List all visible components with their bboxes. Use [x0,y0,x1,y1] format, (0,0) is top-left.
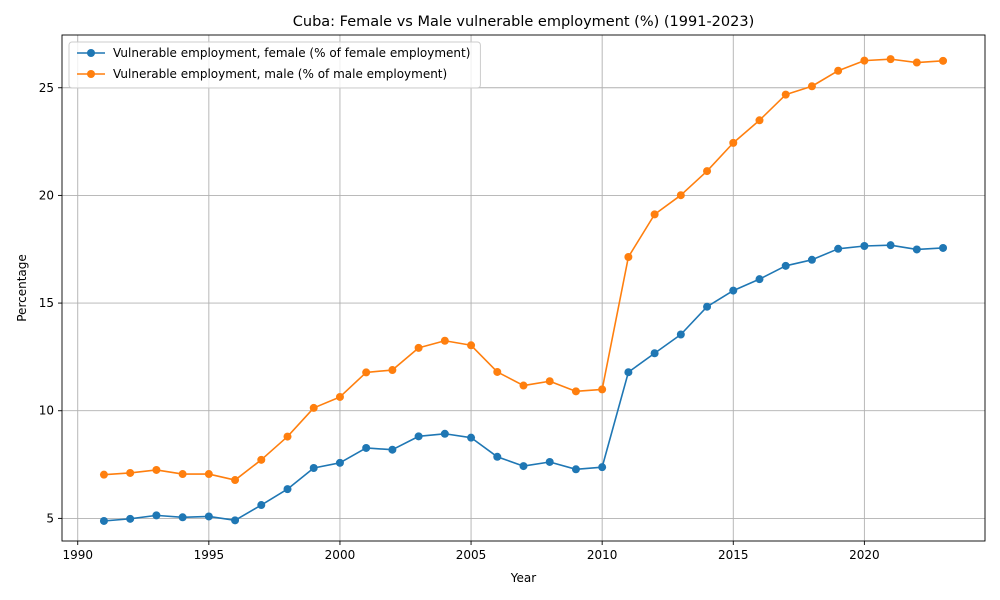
data-point [519,462,528,471]
data-point [860,56,869,65]
data-point [650,349,659,358]
data-point [703,302,712,311]
data-point [362,443,371,452]
x-tick-label: 1990 [62,548,93,562]
x-tick-label: 1995 [194,548,225,562]
data-point [860,242,869,251]
data-point [178,470,187,479]
series-2 [99,55,948,485]
data-point [309,464,318,473]
data-point [152,511,161,520]
data-point [598,385,607,394]
data-point [283,485,292,494]
data-point [676,330,685,339]
data-point [257,455,266,464]
data-point [519,381,528,390]
legend-box [68,41,481,89]
legend-swatch-marker [87,70,95,78]
data-point [414,432,423,441]
x-tick-label: 2015 [718,548,749,562]
chart-title: Cuba: Female vs Male vulnerable employme… [293,14,754,30]
data-point [939,56,948,65]
data-point [467,341,476,350]
data-point [335,392,344,401]
data-point [152,465,161,474]
series-1 [99,241,948,525]
data-point [335,458,344,467]
y-tick-label: 15 [39,296,54,310]
data-point [414,343,423,352]
data-point [886,241,895,250]
data-point [99,470,108,479]
data-point [807,82,816,91]
x-axis-label: Year [510,571,536,585]
data-point [624,252,633,261]
legend-item-2: Vulnerable employment, male (% of male e… [77,67,447,81]
data-point [571,465,580,474]
y-axis-ticks: 5 10 15 20 25 [39,81,62,525]
series-layer [99,55,948,525]
data-point [598,463,607,472]
legend: Vulnerable employment, female (% of fema… [68,41,481,89]
data-point [467,433,476,442]
legend-label: Vulnerable employment, male (% of male e… [113,67,447,81]
data-point [807,255,816,264]
data-point [204,512,213,521]
data-point [388,366,397,375]
data-point [126,468,135,477]
y-tick-label: 5 [46,511,54,525]
data-point [834,66,843,75]
data-point [99,516,108,525]
data-point [257,501,266,510]
y-axis-label: Percentage [15,254,29,322]
data-point [729,138,738,147]
series-line [103,58,944,481]
data-point [388,445,397,454]
x-tick-label: 2020 [849,548,880,562]
data-point [571,387,580,396]
data-point [781,261,790,270]
data-point [755,275,764,284]
data-point [362,368,371,377]
x-tick-label: 2000 [325,548,356,562]
data-point [309,403,318,412]
y-tick-label: 10 [39,404,54,418]
data-point [886,55,895,64]
data-point [545,377,554,386]
data-point [440,336,449,345]
legend-swatch-marker [87,49,95,57]
data-point [204,470,213,479]
data-point [755,116,764,125]
legend-label: Vulnerable employment, female (% of fema… [113,46,470,60]
data-point [178,513,187,522]
data-point [912,58,921,67]
data-point [834,244,843,253]
data-point [939,243,948,252]
legend-item-1: Vulnerable employment, female (% of fema… [77,46,470,60]
y-tick-label: 20 [39,188,54,202]
x-tick-label: 2010 [587,548,618,562]
x-tick-label: 2005 [456,548,487,562]
data-point [912,245,921,254]
data-point [231,476,240,485]
data-point [703,167,712,176]
data-point [231,516,240,525]
data-point [126,514,135,523]
data-point [624,368,633,377]
data-point [545,457,554,466]
data-point [283,432,292,441]
data-point [781,90,790,99]
data-point [493,452,502,461]
plot-frame [61,34,986,542]
data-point [493,367,502,376]
data-point [676,191,685,200]
data-point [650,210,659,219]
data-point [729,286,738,295]
data-point [440,429,449,438]
x-axis-ticks: 1990 1995 2000 2005 2010 2015 2020 [62,541,880,562]
y-tick-label: 25 [39,81,54,95]
